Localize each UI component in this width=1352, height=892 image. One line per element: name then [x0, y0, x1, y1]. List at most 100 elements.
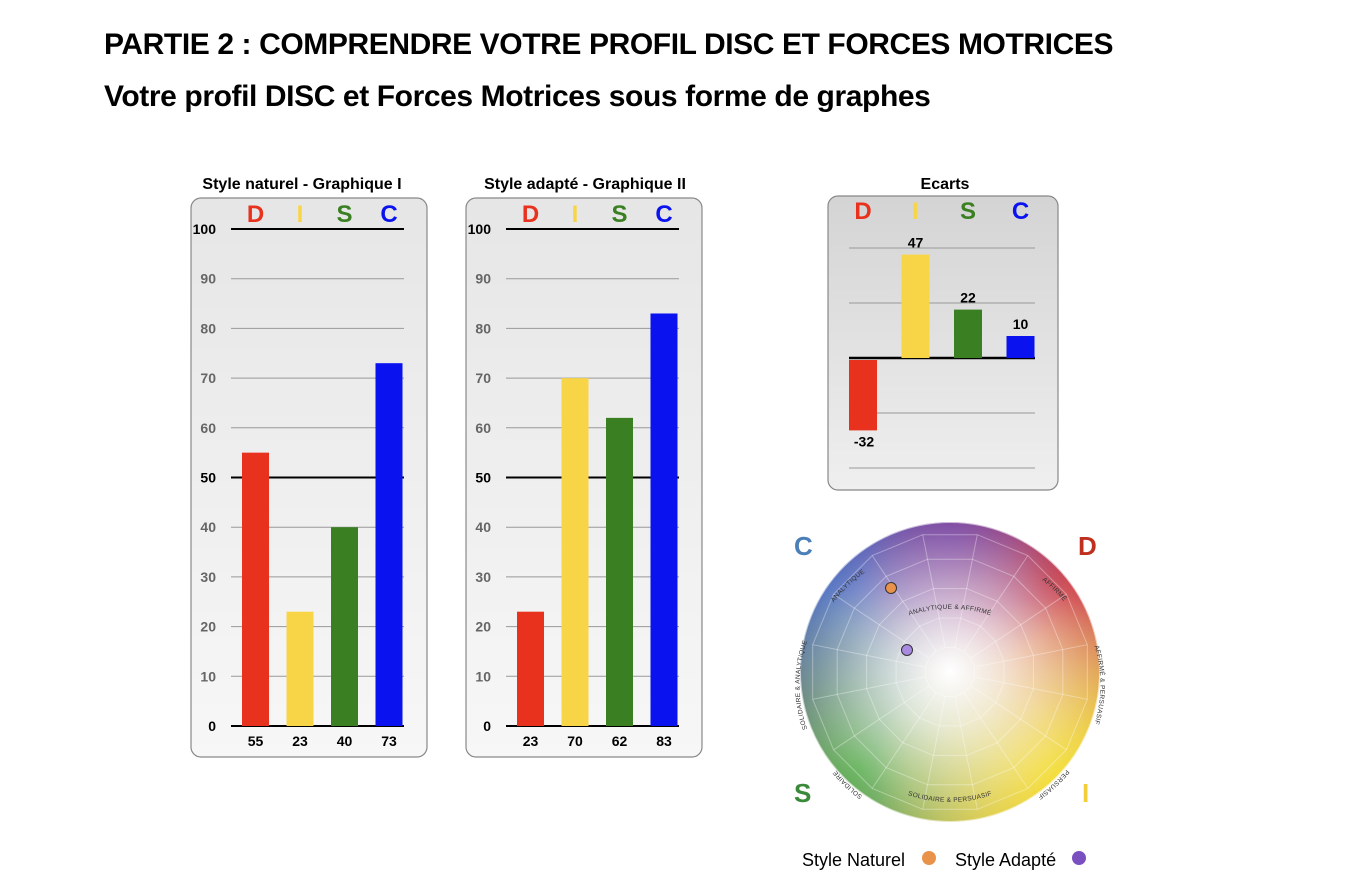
page-subtitle: Votre profil DISC et Forces Motrices sou…	[104, 80, 931, 113]
bar-s	[954, 309, 982, 358]
wheel-ring	[925, 647, 975, 697]
wheel-letter-d: D	[1078, 531, 1097, 561]
bar-i	[901, 254, 930, 358]
y-tick-label: 0	[483, 718, 491, 734]
adapted-style-marker	[901, 644, 913, 656]
wheel-legend: Style Naturel Style Adapté	[802, 850, 1086, 870]
disc-letter-d: D	[247, 201, 264, 228]
wheel-spoke	[974, 676, 1088, 700]
wheel-ring	[866, 588, 1034, 756]
page-title: PARTIE 2 : COMPRENDRE VOTRE PROFIL DISC …	[104, 28, 1114, 61]
y-tick-label: 70	[475, 370, 491, 386]
natural-style-marker	[885, 582, 897, 594]
y-tick-label: 60	[200, 420, 216, 436]
y-tick-label: 80	[200, 320, 216, 336]
disc-letter-d: D	[522, 201, 539, 228]
disc-letter-i: I	[572, 201, 579, 228]
y-tick-label: 90	[200, 271, 216, 287]
wheel-disc	[799, 521, 1101, 823]
y-tick-label: 20	[475, 619, 491, 635]
y-tick-label: 100	[193, 221, 217, 237]
value-label: 47	[908, 235, 924, 251]
value-label: 22	[960, 290, 976, 306]
value-label: 23	[523, 733, 539, 749]
wheel-spoke	[812, 644, 926, 668]
disc-letter-s: S	[960, 198, 976, 225]
wheel-spoke	[963, 692, 1029, 789]
wheel-spoke	[954, 534, 978, 648]
wheel-ring	[895, 617, 1005, 727]
legend-natural-dot	[922, 851, 936, 865]
wheel-letter-i: I	[1082, 778, 1089, 808]
bar-c	[375, 363, 403, 726]
value-label: 62	[612, 733, 628, 749]
chart-panel	[827, 195, 1059, 491]
bar-d	[517, 611, 544, 726]
legend-adapted-label: Style Adapté	[955, 850, 1056, 870]
y-tick-label: 100	[468, 221, 492, 237]
wheel-letter-s: S	[794, 778, 811, 808]
wheel-spoke	[833, 685, 930, 751]
y-tick-label: 30	[200, 569, 216, 585]
wheel-spoke	[871, 692, 937, 789]
disc-letter-c: C	[1012, 198, 1029, 225]
chart-title: Style naturel - Graphique I	[202, 176, 401, 193]
y-tick-label: 30	[475, 569, 491, 585]
value-label: -32	[854, 433, 874, 449]
value-label: 83	[656, 733, 672, 749]
legend-adapted-dot	[1072, 851, 1086, 865]
value-label: 73	[381, 733, 397, 749]
natural-style-chart: Style naturel - Graphique I 0 10 20 30 40 50 6…	[190, 176, 428, 758]
y-tick-label: 40	[200, 519, 216, 535]
value-label: 23	[292, 733, 308, 749]
y-tick-label: 50	[200, 470, 216, 486]
bar-d	[849, 360, 877, 431]
bar-i	[286, 611, 314, 726]
bar-i	[561, 378, 589, 726]
disc-letter-d: D	[854, 198, 871, 225]
value-label: 70	[567, 733, 583, 749]
wheel-spoke	[922, 696, 946, 810]
value-label: 40	[337, 733, 353, 749]
adapted-style-chart: Style adapté - Graphique II 0 10 20 30 40 50 6…	[465, 176, 703, 758]
wheel-spoke	[812, 676, 926, 700]
value-label: 55	[248, 733, 264, 749]
bar-c	[1006, 336, 1035, 358]
wheel-spoke	[970, 685, 1067, 751]
bar-s	[606, 417, 633, 726]
wheel-spoke	[954, 696, 978, 810]
wheel-ring	[812, 534, 1088, 810]
y-tick-label: 0	[208, 718, 216, 734]
y-tick-label: 10	[200, 668, 216, 684]
bar-d	[242, 452, 269, 726]
wheel-spoke	[871, 555, 937, 652]
y-tick-label: 70	[200, 370, 216, 386]
y-tick-label: 10	[475, 668, 491, 684]
disc-letter-s: S	[336, 201, 352, 228]
wheel-spoke	[833, 593, 930, 659]
wheel-spoke	[974, 644, 1088, 668]
chart-title: Style adapté - Graphique II	[484, 176, 686, 193]
wheel-ring	[836, 558, 1064, 786]
disc-letter-i: I	[297, 201, 304, 228]
wheel-spoke	[963, 555, 1029, 652]
disc-wheel: ANALYTIQUE & AFFIRMÉ AFFIRMÉ AFFIRMÉ & P…	[794, 521, 1107, 870]
wheel-spoke	[922, 534, 946, 648]
y-tick-label: 80	[475, 320, 491, 336]
y-tick-label: 40	[475, 519, 491, 535]
disc-letter-c: C	[655, 201, 672, 228]
disc-letter-s: S	[611, 201, 627, 228]
legend-natural-label: Style Naturel	[802, 850, 905, 870]
wheel-spoke	[970, 593, 1067, 659]
y-tick-label: 60	[475, 420, 491, 436]
chart-title: Ecarts	[921, 176, 970, 193]
y-tick-label: 20	[200, 619, 216, 635]
wheel-letter-c: C	[794, 531, 813, 561]
disc-letter-c: C	[380, 201, 397, 228]
bar-c	[650, 313, 678, 726]
y-tick-label: 90	[475, 271, 491, 287]
y-tick-label: 50	[475, 470, 491, 486]
gaps-chart: Ecarts -32 47 22 10 D I S C	[827, 176, 1059, 491]
disc-letter-i: I	[912, 198, 919, 225]
bar-s	[331, 527, 358, 726]
